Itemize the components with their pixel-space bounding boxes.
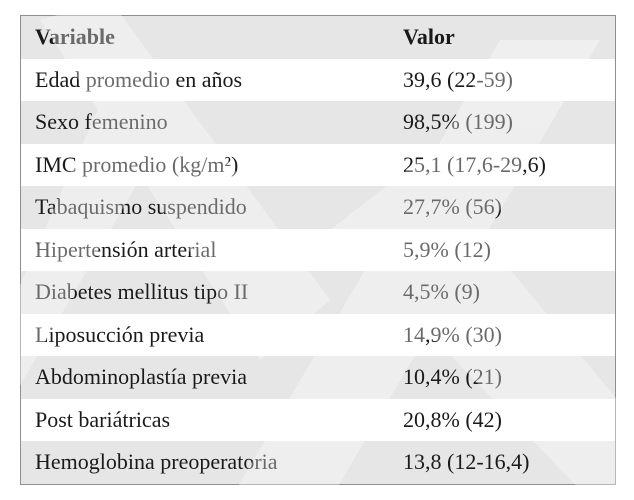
row-value: 14,9% (30) [389,313,615,356]
row-value: 20,8% (42) [389,398,615,441]
data-table-container: Variable Valor Edad promedio en años 39,… [20,15,616,485]
row-value: 5,9% (12) [389,228,615,271]
row-variable: Sexo femenino [21,101,389,144]
row-variable: Liposucción previa [21,313,389,356]
table-row: Abdominoplastía previa 10,4% (21) [21,356,615,399]
row-value: 13,8 (12-16,4) [389,441,615,484]
table-row: Sexo femenino 98,5% (199) [21,101,615,144]
variables-table: Variable Valor Edad promedio en años 39,… [21,16,615,484]
table-row: IMC promedio (kg/m²) 25,1 (17,6-29,6) [21,143,615,186]
row-value: 27,7% (56) [389,186,615,229]
row-variable: Hemoglobina preoperatoria [21,441,389,484]
table-row: Post bariátricas 20,8% (42) [21,398,615,441]
row-variable: Edad promedio en años [21,58,389,101]
table-row: Liposucción previa 14,9% (30) [21,313,615,356]
row-value: 4,5% (9) [389,271,615,314]
row-value: 10,4% (21) [389,356,615,399]
row-variable: Hipertensión arterial [21,228,389,271]
table-row: Diabetes mellitus tipo II 4,5% (9) [21,271,615,314]
table-row: Tabaquismo suspendido 27,7% (56) [21,186,615,229]
table-row: Hipertensión arterial 5,9% (12) [21,228,615,271]
row-variable: Diabetes mellitus tipo II [21,271,389,314]
row-variable: Post bariátricas [21,398,389,441]
header-valor: Valor [389,16,615,59]
row-value: 39,6 (22-59) [389,58,615,101]
header-variable: Variable [21,16,389,59]
table-row: Edad promedio en años 39,6 (22-59) [21,58,615,101]
row-variable: Abdominoplastía previa [21,356,389,399]
row-variable: IMC promedio (kg/m²) [21,143,389,186]
table-header-row: Variable Valor [21,16,615,59]
row-value: 25,1 (17,6-29,6) [389,143,615,186]
row-value: 98,5% (199) [389,101,615,144]
table-row: Hemoglobina preoperatoria 13,8 (12-16,4) [21,441,615,484]
row-variable: Tabaquismo suspendido [21,186,389,229]
